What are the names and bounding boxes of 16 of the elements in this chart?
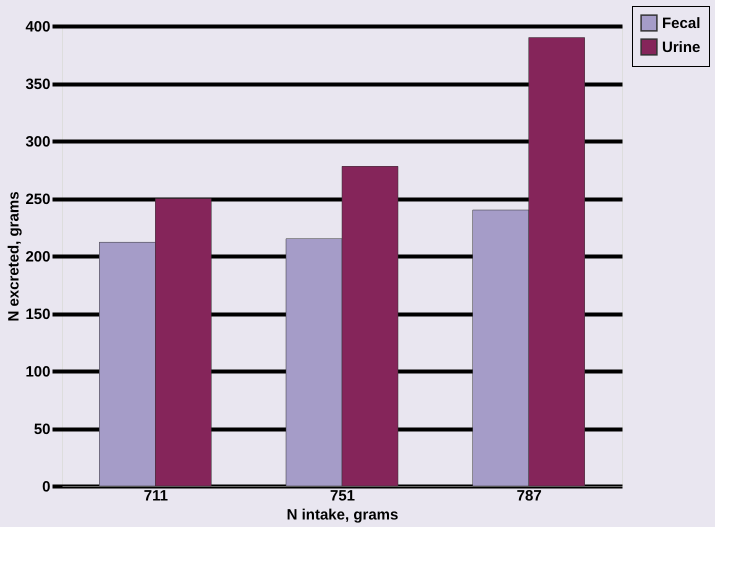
y-tick-label: 350 (25, 76, 50, 93)
y-axis-title: N excreted, grams (5, 191, 22, 322)
x-tick-label: 711 (144, 488, 168, 504)
y-tick-label: 300 (25, 134, 50, 150)
x-tick-label: 751 (330, 488, 356, 504)
y-tick-label: 250 (25, 191, 50, 208)
y-tick-label: 0 (42, 478, 50, 496)
x-axis-title: N intake, grams (286, 506, 398, 524)
legend-label: Urine (662, 39, 700, 56)
x-tick-label: 787 (516, 488, 542, 504)
y-tick-label: 100 (25, 364, 50, 380)
y-tick-label: 400 (25, 18, 50, 36)
y-tick-label: 50 (34, 421, 50, 438)
y-tick-label: 150 (25, 306, 50, 323)
y-tick-label: 200 (25, 248, 50, 266)
legend-label: Fecal (662, 15, 700, 32)
